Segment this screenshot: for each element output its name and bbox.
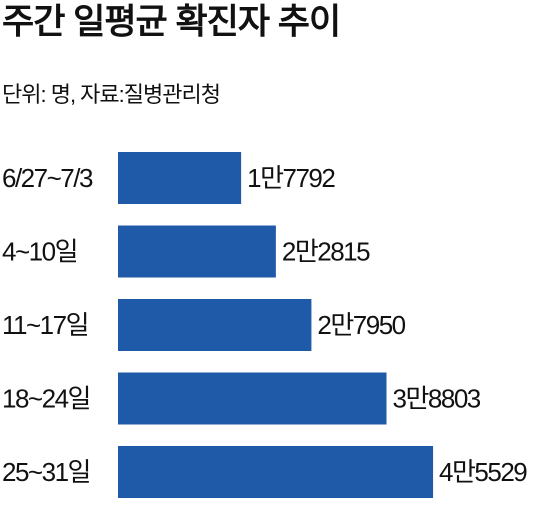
bar xyxy=(118,446,434,498)
bar xyxy=(118,372,387,425)
value-label: 1만7792 xyxy=(247,163,335,193)
bar xyxy=(118,299,312,351)
bar xyxy=(118,152,242,204)
chart-subtitle: 단위: 명, 자료:질병관리청 xyxy=(2,82,220,107)
value-label: 2만7950 xyxy=(317,310,405,340)
category-label: 25~31일 xyxy=(2,457,90,487)
value-label: 4만5529 xyxy=(439,457,527,487)
value-label: 3만8803 xyxy=(393,383,481,413)
category-label: 18~24일 xyxy=(2,383,90,413)
bar xyxy=(118,225,276,278)
category-label: 4~10일 xyxy=(2,236,77,266)
chart-title: 주간 일평균 확진자 추이 xyxy=(2,2,340,41)
category-label: 6/27~7/3 xyxy=(2,163,93,193)
category-label: 11~17일 xyxy=(2,310,88,340)
value-label: 2만2815 xyxy=(282,236,370,266)
